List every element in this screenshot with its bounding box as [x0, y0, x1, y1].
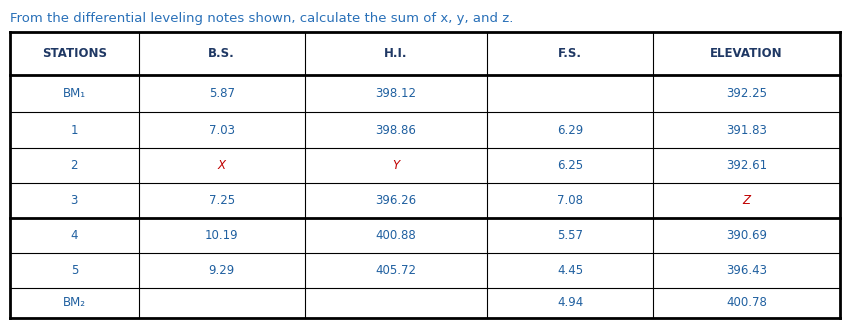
Text: 400.78: 400.78 [725, 297, 766, 309]
Text: Y: Y [392, 159, 399, 172]
Text: 398.12: 398.12 [375, 87, 416, 100]
Text: 2: 2 [71, 159, 78, 172]
Text: 5.57: 5.57 [557, 229, 583, 242]
Text: 4: 4 [71, 229, 78, 242]
Text: X: X [218, 159, 225, 172]
Text: 5: 5 [71, 264, 78, 277]
Text: 396.26: 396.26 [375, 194, 416, 207]
Text: 405.72: 405.72 [375, 264, 416, 277]
Text: 390.69: 390.69 [725, 229, 766, 242]
Text: BM₁: BM₁ [62, 87, 86, 100]
Text: 396.43: 396.43 [725, 264, 766, 277]
Text: Z: Z [742, 194, 750, 207]
Text: 4.45: 4.45 [556, 264, 583, 277]
Text: STATIONS: STATIONS [42, 47, 107, 60]
Text: 7.25: 7.25 [208, 194, 235, 207]
Text: BM₂: BM₂ [63, 297, 85, 309]
Text: 392.61: 392.61 [725, 159, 766, 172]
Text: 398.86: 398.86 [375, 124, 416, 137]
Text: 9.29: 9.29 [208, 264, 235, 277]
Text: From the differential leveling notes shown, calculate the sum of x, y, and z.: From the differential leveling notes sho… [10, 12, 513, 25]
Text: ELEVATION: ELEVATION [710, 47, 782, 60]
Text: 10.19: 10.19 [205, 229, 238, 242]
Text: 400.88: 400.88 [375, 229, 416, 242]
Text: 6.25: 6.25 [556, 159, 583, 172]
Text: 7.08: 7.08 [557, 194, 583, 207]
Text: F.S.: F.S. [558, 47, 582, 60]
Text: 392.25: 392.25 [725, 87, 766, 100]
Text: 6.29: 6.29 [556, 124, 583, 137]
Text: B.S.: B.S. [208, 47, 235, 60]
Text: H.I.: H.I. [384, 47, 407, 60]
Text: 3: 3 [71, 194, 78, 207]
Text: 7.03: 7.03 [208, 124, 235, 137]
Text: 391.83: 391.83 [725, 124, 766, 137]
Text: 1: 1 [71, 124, 78, 137]
Text: 4.94: 4.94 [556, 297, 583, 309]
Text: 5.87: 5.87 [208, 87, 235, 100]
